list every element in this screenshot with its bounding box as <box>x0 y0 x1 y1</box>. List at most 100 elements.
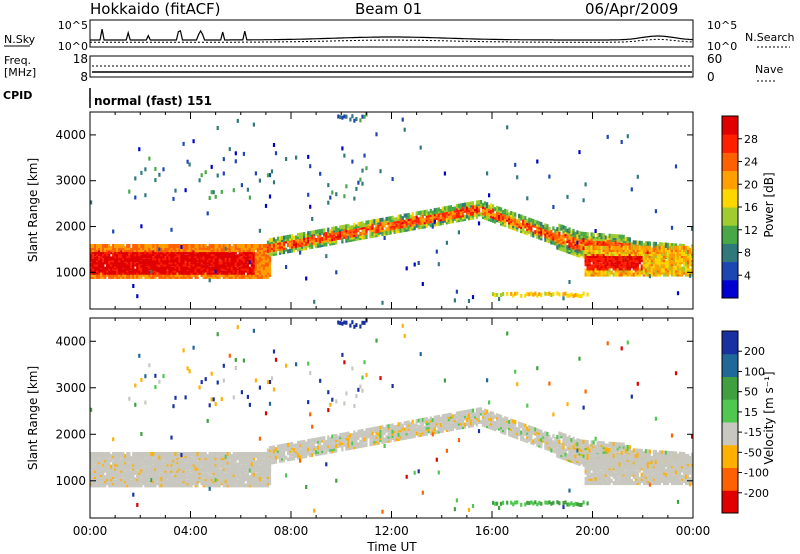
power-cell <box>192 272 195 277</box>
velocity-cell <box>260 460 264 465</box>
power-cell <box>606 245 609 250</box>
power-cell <box>236 262 239 267</box>
power-cell <box>407 215 410 219</box>
velocity-cell <box>214 468 217 473</box>
power-cell <box>608 262 611 267</box>
power-cell <box>604 235 607 240</box>
power-cell <box>363 225 366 230</box>
power-cell <box>654 247 657 252</box>
power-cell <box>574 231 577 236</box>
velocity-cell <box>106 477 109 482</box>
power-cell <box>170 262 173 267</box>
power-cell <box>419 212 422 217</box>
velocity-cell <box>142 462 145 467</box>
velocity-cell <box>154 466 157 471</box>
velocity-cell <box>164 454 167 459</box>
power-cell <box>226 260 229 265</box>
velocity-cell <box>116 466 119 471</box>
velocity-cell <box>112 475 115 480</box>
velocity-cell <box>162 460 165 465</box>
power-cell <box>287 237 290 241</box>
power-cell <box>451 217 454 222</box>
velocity-cell <box>190 483 193 488</box>
power-cell <box>678 247 682 252</box>
power-cell <box>102 244 105 248</box>
velocity-cell <box>244 475 247 480</box>
power-cell <box>190 260 193 265</box>
velocity-cell <box>96 466 99 471</box>
power-cell <box>329 195 332 200</box>
power-cell <box>687 254 690 259</box>
velocity-cell <box>180 456 183 461</box>
power-cell <box>260 262 264 267</box>
power-cell <box>640 245 643 250</box>
velocity-cell <box>212 466 215 471</box>
velocity-cell <box>238 477 241 482</box>
power-cell <box>258 266 261 271</box>
power-cell <box>642 254 645 259</box>
power-cell <box>164 244 167 248</box>
power-cell <box>126 250 129 255</box>
velocity-cell <box>226 454 229 459</box>
power-cell <box>333 240 336 245</box>
velocity-cell <box>204 377 207 382</box>
power-cell <box>200 246 203 251</box>
velocity-cell <box>248 458 251 463</box>
power-cell <box>172 246 175 251</box>
power-cell <box>393 217 396 222</box>
power-cell <box>550 293 553 297</box>
power-cell <box>463 202 467 207</box>
power-cell <box>664 254 668 259</box>
power-cell <box>568 246 571 250</box>
frequency-panel: Freq. [MHz] 18 8 60 0 Nave <box>4 52 783 84</box>
power-cell <box>683 262 686 267</box>
velocity-cell <box>130 456 133 461</box>
power-cell <box>494 217 497 222</box>
power-cell <box>248 244 251 248</box>
power-cell <box>646 243 649 248</box>
power-cell <box>178 266 181 271</box>
power-cell <box>600 258 603 263</box>
velocity-cell <box>146 464 149 469</box>
power-cell <box>391 222 394 226</box>
velocity-cell <box>116 475 119 480</box>
velocity-cell <box>186 464 189 469</box>
velocity-cell <box>212 475 215 480</box>
power-cell <box>363 114 366 119</box>
velocity-cell <box>122 466 125 471</box>
power-cell <box>291 238 294 243</box>
velocity-cell <box>132 458 135 463</box>
velocity-cell <box>90 454 93 459</box>
power-cell <box>184 266 187 271</box>
velocity-cell <box>132 473 135 477</box>
power-cell <box>365 226 368 231</box>
velocity-cell <box>238 468 241 473</box>
power-cell <box>299 247 302 252</box>
velocity-cell <box>116 456 119 461</box>
power-cell <box>283 235 286 240</box>
power-cell <box>118 260 121 265</box>
power-cell <box>150 269 153 274</box>
velocity-cell <box>168 452 171 456</box>
velocity-cell <box>170 466 173 471</box>
power-cell <box>550 240 553 245</box>
power-cell <box>154 252 157 257</box>
power-cell <box>160 260 163 265</box>
velocity-cell <box>232 456 235 461</box>
power-cell <box>586 254 589 259</box>
power-cell <box>596 258 599 263</box>
power-cell <box>385 221 388 226</box>
power-cell <box>260 252 264 257</box>
power-cell <box>381 300 384 305</box>
power-cell <box>685 270 688 275</box>
power-cell <box>210 252 213 257</box>
velocity-cell <box>250 454 253 459</box>
power-cell <box>106 270 109 275</box>
velocity-cell <box>206 462 209 467</box>
power-cell <box>98 272 101 277</box>
velocity-cell <box>166 483 169 488</box>
power-cell <box>270 169 274 174</box>
power-cell <box>285 239 288 244</box>
power-cell <box>114 270 117 275</box>
